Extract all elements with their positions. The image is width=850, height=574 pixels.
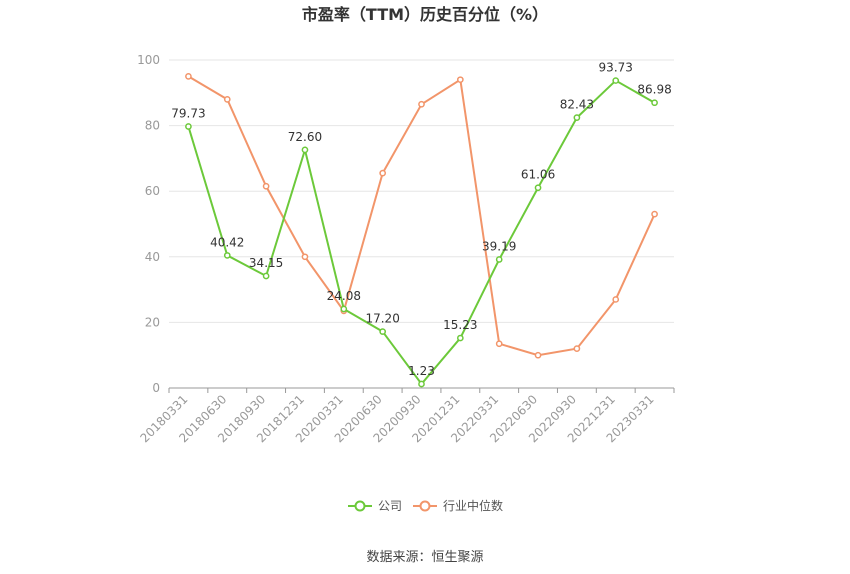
- series-lines: [185, 73, 658, 388]
- y-axis-ticks: 0 20 40 60 80 100: [137, 53, 160, 395]
- chart-title: 市盈率（TTM）历史百分位（%）: [302, 5, 548, 24]
- y-tick-label: 40: [145, 250, 160, 264]
- data-labels: 79.73 40.42 34.15 72.60 24.08 17.20 1.23 15.23 3…: [171, 61, 672, 378]
- series-line-1: [187, 75, 656, 357]
- y-tick-label: 80: [145, 119, 160, 133]
- data-label: 1.23: [408, 364, 435, 378]
- legend-swatch-marker: [419, 500, 431, 512]
- legend-swatch-marker: [354, 500, 366, 512]
- data-label: 93.73: [599, 61, 633, 75]
- data-point: [456, 76, 464, 84]
- data-point: [185, 73, 192, 80]
- y-tick-label: 20: [145, 315, 160, 329]
- data-point: [185, 123, 192, 130]
- data-label: 79.73: [171, 106, 205, 120]
- data-label: 82.43: [560, 98, 594, 112]
- legend-label: 行业中位数: [443, 498, 503, 513]
- data-point: [534, 184, 542, 192]
- data-point: [651, 210, 658, 218]
- data-label: 15.23: [443, 318, 477, 332]
- data-point: [301, 253, 309, 261]
- legend: 公司 行业中位数: [348, 498, 503, 513]
- data-label: 17.20: [365, 312, 399, 326]
- data-label: 39.19: [482, 239, 516, 253]
- data-point: [573, 345, 581, 352]
- data-point: [379, 328, 387, 335]
- data-point: [301, 146, 309, 154]
- data-point: [262, 182, 270, 190]
- data-point: [612, 296, 620, 303]
- data-point: [418, 380, 425, 388]
- data-point: [223, 96, 231, 103]
- legend-label: 公司: [378, 499, 402, 513]
- data-label: 24.08: [327, 289, 361, 303]
- legend-item-0[interactable]: 公司: [348, 499, 402, 513]
- data-point: [456, 334, 464, 342]
- data-point: [340, 305, 348, 313]
- source-note: 数据来源：恒生聚源: [366, 550, 483, 565]
- data-point: [573, 114, 581, 121]
- data-label: 86.98: [637, 83, 671, 97]
- legend-item-1[interactable]: 行业中位数: [413, 498, 503, 513]
- data-point: [495, 256, 503, 263]
- data-point: [495, 340, 503, 348]
- x-axis: 2018033120180630201809302018123120200331…: [137, 387, 675, 445]
- grid-lines: [169, 59, 674, 323]
- data-point: [534, 351, 542, 359]
- data-point: [223, 252, 231, 259]
- data-point: [379, 169, 387, 177]
- data-label: 61.06: [521, 168, 555, 182]
- data-point: [418, 100, 425, 108]
- y-tick-label: 0: [152, 381, 160, 395]
- data-label: 72.60: [288, 130, 322, 144]
- data-point: [262, 272, 270, 280]
- y-tick-label: 60: [145, 184, 160, 198]
- y-tick-label: 100: [137, 53, 160, 67]
- data-label: 40.42: [210, 235, 244, 249]
- data-label: 34.15: [249, 256, 283, 270]
- data-point: [651, 99, 658, 107]
- data-point: [612, 77, 620, 84]
